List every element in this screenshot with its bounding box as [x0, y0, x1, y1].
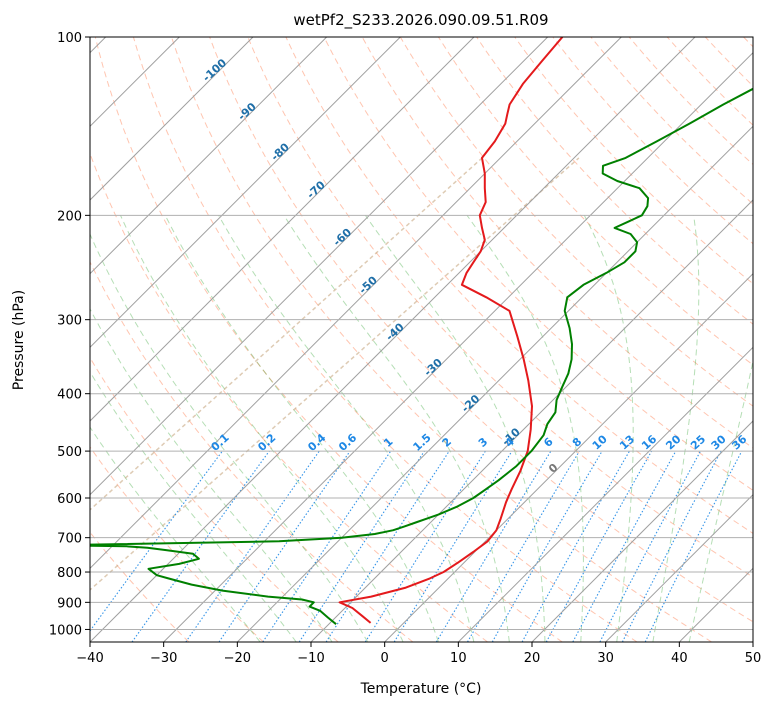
y-tick-label: 400	[57, 388, 82, 403]
isotherm-line	[605, 493, 753, 642]
moist-adiabat	[652, 215, 700, 642]
isotherm-line	[310, 199, 753, 642]
isotherm-line	[384, 272, 753, 642]
x-axis: −40 −30 −20 −10 0 10 20 30 40 50	[76, 642, 761, 666]
y-tick-label: 1000	[49, 623, 82, 638]
dry-adiabat	[94, 37, 563, 642]
moist-adiabat	[90, 370, 297, 642]
moist-adiabat	[583, 215, 634, 642]
mixing-ratio-line	[599, 450, 701, 642]
x-tick-label: −40	[76, 651, 103, 666]
y-tick-label: 800	[57, 566, 82, 581]
dry-adiabat	[323, 37, 753, 491]
dry-adiabat	[399, 37, 753, 407]
isotherm-line	[90, 37, 696, 642]
temperature-line	[338, 37, 564, 624]
background-lines	[90, 37, 753, 642]
isotherm-line	[236, 125, 753, 642]
mixing-ratio-line	[393, 450, 513, 642]
y-tick-label: 900	[57, 596, 82, 611]
mixing-ratio-line	[364, 450, 486, 642]
mixing-ratio-line	[572, 450, 677, 642]
dry-adiabat	[247, 37, 753, 578]
y-tick-label: 200	[57, 209, 82, 224]
x-tick-label: 0	[381, 651, 389, 666]
mixing-ratio-line	[90, 450, 223, 632]
mixing-ratio-line	[325, 450, 450, 642]
moist-adiabat	[466, 215, 584, 642]
x-tick-label: 40	[671, 651, 688, 666]
mixing-ratio-line	[521, 450, 630, 642]
tan-curve	[90, 157, 580, 591]
mixing-ratio-line	[491, 450, 603, 642]
x-axis-label: Temperature (°C)	[360, 681, 482, 697]
chart-title: wetPf2_S233.2026.090.09.51.R09	[293, 11, 548, 30]
isotherm-line	[90, 37, 475, 422]
moist-adiabat	[164, 215, 439, 642]
isotherm-line	[90, 37, 328, 275]
x-tick-label: 10	[450, 651, 467, 666]
isotherm-line	[90, 37, 401, 349]
y-tick-label: 700	[57, 532, 82, 547]
x-tick-label: 20	[524, 651, 541, 666]
moist-adiabat	[283, 215, 510, 642]
isotherm-line	[90, 37, 622, 570]
x-tick-label: 30	[597, 651, 614, 666]
x-tick-label: 50	[745, 651, 762, 666]
mixing-ratio-line	[218, 450, 351, 642]
dry-adiabat	[209, 37, 753, 623]
dry-adiabat	[628, 37, 753, 166]
dry-adiabat	[514, 37, 753, 285]
x-tick-label: −10	[297, 651, 324, 666]
mixing-ratio-line	[621, 450, 722, 642]
mixing-ratio-line	[185, 450, 320, 642]
y-tick-label: 300	[57, 314, 82, 329]
tan-curve	[90, 157, 483, 511]
isotherm-line	[457, 346, 753, 642]
moist-adiabat	[364, 215, 546, 642]
moist-adiabat	[90, 426, 261, 642]
moist-adiabat	[218, 215, 475, 642]
isotherm-line	[90, 37, 254, 201]
y-tick-label: 600	[57, 492, 82, 507]
isotherm-line	[531, 420, 753, 642]
x-tick-label: −20	[224, 651, 251, 666]
mixing-ratio-line	[298, 450, 425, 642]
x-tick-label: −30	[150, 651, 177, 666]
y-axis-label: Pressure (hPa)	[11, 290, 27, 390]
moist-adiabat	[90, 308, 333, 642]
dewpoint-line	[90, 87, 753, 625]
y-tick-label: 500	[57, 445, 82, 460]
y-tick-label: 100	[57, 31, 82, 46]
series-lines	[90, 37, 753, 625]
y-axis: 100 200 300 400 500 600 700 800 900 1000	[49, 31, 90, 638]
plot-frame	[89, 36, 754, 643]
dry-adiabat	[476, 37, 753, 325]
isotherm-line	[90, 37, 549, 496]
dry-adiabat	[90, 446, 264, 642]
dry-adiabat	[132, 37, 638, 642]
mixing-ratio-line	[644, 450, 743, 642]
moist-adiabat	[120, 215, 404, 642]
mixing-ratio-line	[131, 450, 270, 642]
